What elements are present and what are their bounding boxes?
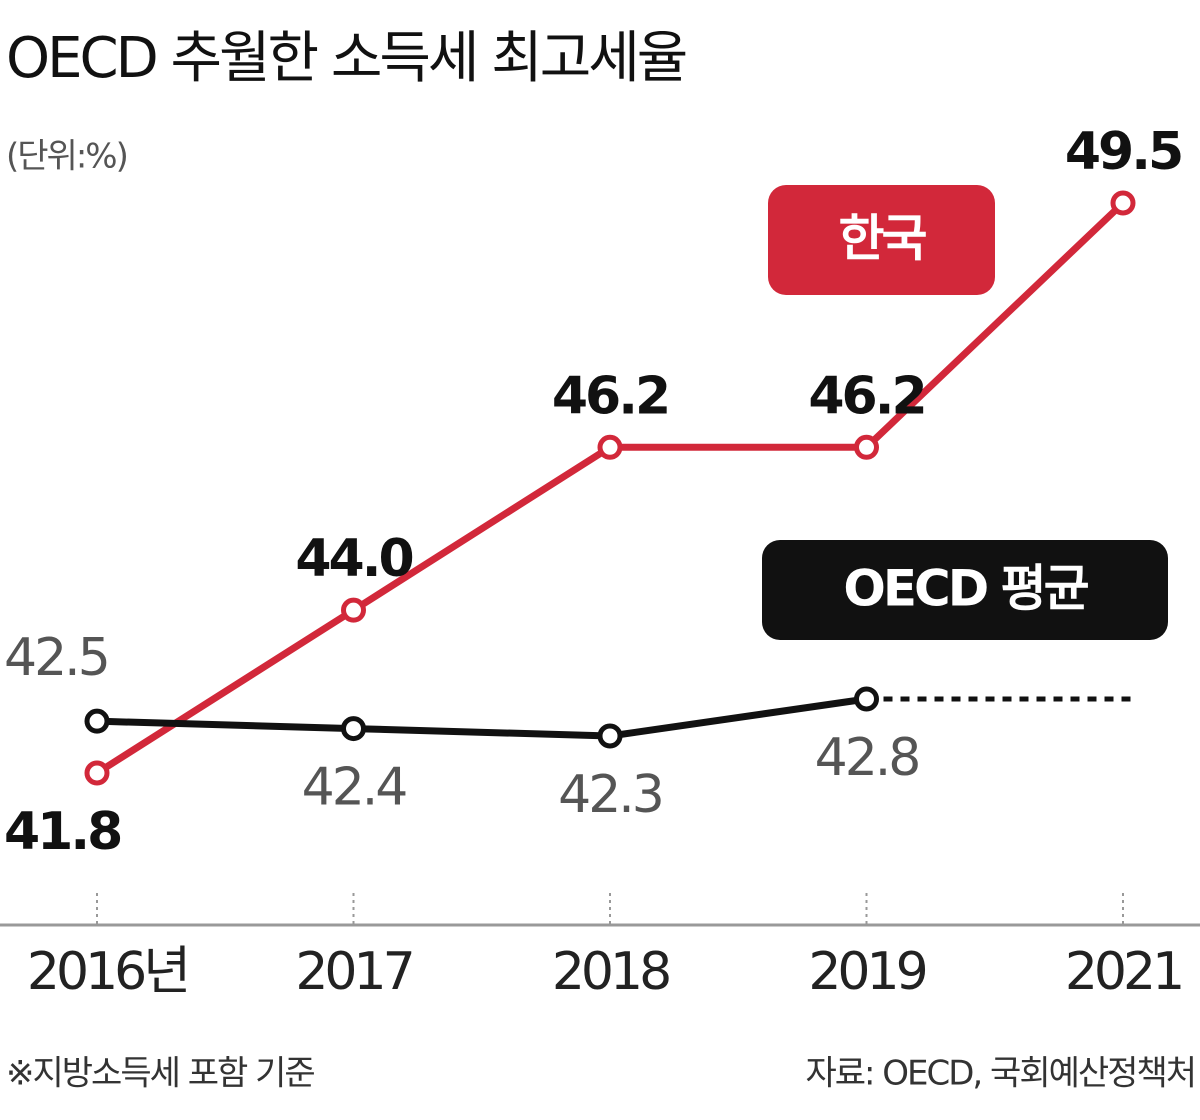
legend-label: OECD 평균 bbox=[843, 560, 1088, 618]
data-label: 42.3 bbox=[558, 765, 662, 825]
x-tick-label: 2018 bbox=[552, 942, 669, 1002]
legend-box bbox=[768, 185, 995, 295]
data-label: 44.0 bbox=[295, 529, 412, 589]
data-label: 49.5 bbox=[1065, 122, 1181, 182]
legend-label: 한국 bbox=[839, 210, 927, 268]
chart-title: OECD 추월한 소득세 최고세율 bbox=[6, 26, 686, 91]
x-tick-label: 2016년 bbox=[27, 942, 187, 1002]
x-tick-label: 2021 bbox=[1065, 942, 1181, 1002]
point bbox=[84, 760, 110, 786]
footnote: ※지방소득세 포함 기준 bbox=[6, 1054, 314, 1094]
series-line bbox=[96, 695, 867, 740]
source: 자료: OECD, 국회예산정책처 bbox=[805, 1054, 1195, 1094]
data-label: 46.2 bbox=[808, 366, 924, 426]
point bbox=[597, 434, 623, 460]
point bbox=[341, 716, 366, 742]
point bbox=[597, 723, 623, 749]
point bbox=[84, 708, 110, 734]
x-tick-label: 2017 bbox=[295, 942, 411, 1002]
data-label: 46.2 bbox=[552, 366, 668, 426]
point bbox=[854, 686, 879, 712]
chart-subtitle: (단위:%) bbox=[6, 137, 127, 177]
data-label: 42.8 bbox=[815, 728, 919, 788]
point bbox=[341, 597, 366, 623]
data-label: 42.4 bbox=[302, 758, 407, 818]
x-tick-label: 2019 bbox=[808, 942, 925, 1002]
legend-box bbox=[762, 540, 1168, 640]
data-label: 42.5 bbox=[4, 628, 108, 688]
point bbox=[1110, 190, 1136, 216]
data-label: 41.8 bbox=[4, 802, 120, 862]
point bbox=[854, 434, 879, 460]
